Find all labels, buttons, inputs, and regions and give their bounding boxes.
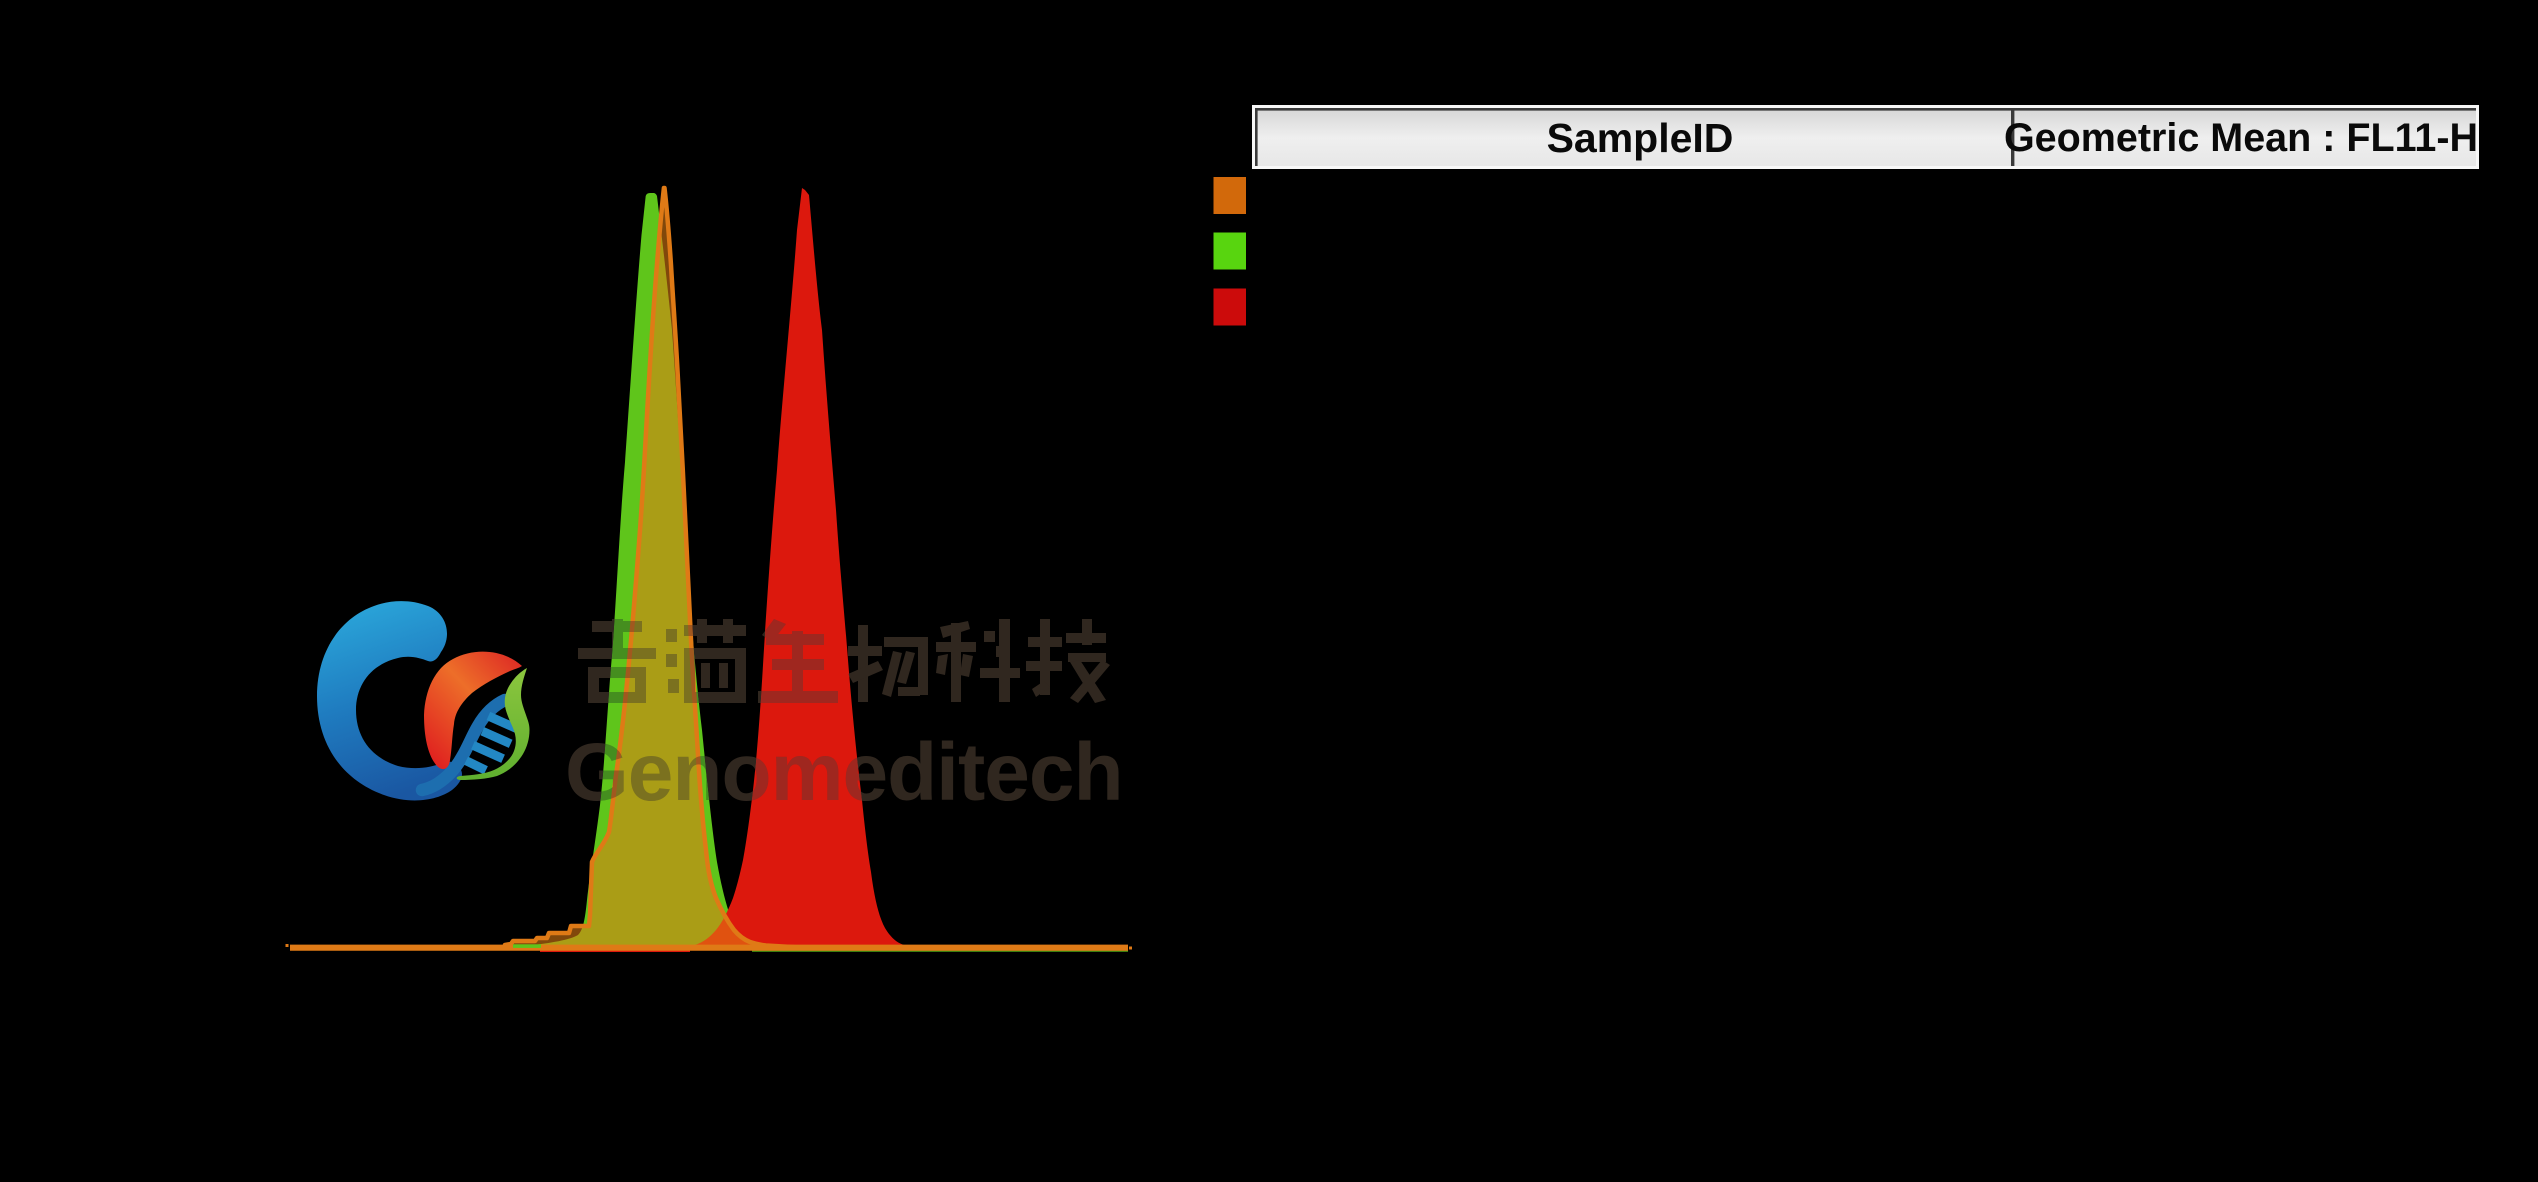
svg-text:SampleID: SampleID — [1547, 115, 1734, 161]
svg-text:Geometric Mean : FL11-H: Geometric Mean : FL11-H — [2004, 116, 2478, 160]
